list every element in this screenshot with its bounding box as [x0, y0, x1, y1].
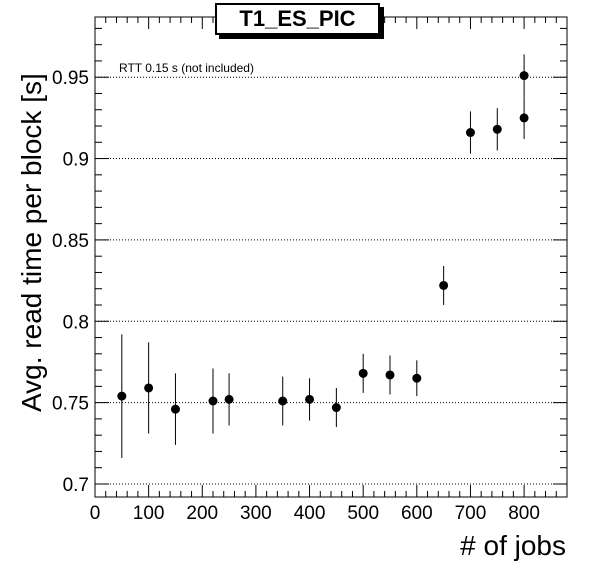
data-point — [305, 394, 315, 404]
x-tick-label: 600 — [401, 503, 433, 524]
data-point — [224, 394, 234, 404]
x-axis-label: # of jobs — [460, 530, 566, 561]
data-point — [385, 370, 395, 380]
y-tick-label: 0.85 — [52, 231, 89, 252]
data-point — [519, 113, 529, 123]
y-tick-label: 0.9 — [63, 150, 89, 171]
data-point — [412, 373, 422, 383]
data-point — [278, 396, 288, 406]
x-tick-label: 300 — [240, 503, 272, 524]
x-tick-label: 700 — [455, 503, 487, 524]
chart-title: T1_ES_PIC — [215, 3, 380, 35]
plot-frame — [94, 16, 568, 498]
data-points — [117, 54, 529, 458]
x-tick-label: 0 — [90, 503, 101, 524]
x-tick-label: 200 — [186, 503, 218, 524]
data-point — [519, 71, 529, 81]
gridlines — [95, 76, 567, 485]
axes — [94, 16, 568, 498]
annotation-text: RTT 0.15 s (not included) — [119, 61, 254, 75]
x-tick-label: 100 — [133, 503, 165, 524]
data-point — [465, 128, 475, 138]
data-point — [170, 404, 180, 414]
data-point — [144, 383, 154, 393]
x-tick-label: 400 — [294, 503, 326, 524]
y-tick-label: 0.95 — [52, 68, 89, 89]
data-point — [358, 368, 368, 378]
data-point — [117, 391, 127, 401]
y-tick-label: 0.75 — [52, 394, 89, 415]
data-point — [492, 124, 502, 134]
y-axis-label: Avg. read time per block [s] — [16, 73, 47, 412]
x-tick-label: 800 — [508, 503, 540, 524]
data-point — [208, 396, 218, 406]
tick-labels: 0 100 200 300 400 500 600 700 800 0.7 0.75 0.8 0.85 0… — [52, 68, 540, 524]
data-point — [439, 280, 449, 290]
x-tick-label: 500 — [347, 503, 379, 524]
y-tick-label: 0.7 — [63, 475, 89, 496]
data-point — [331, 403, 341, 413]
y-tick-label: 0.8 — [63, 312, 89, 333]
ticks — [94, 17, 568, 497]
